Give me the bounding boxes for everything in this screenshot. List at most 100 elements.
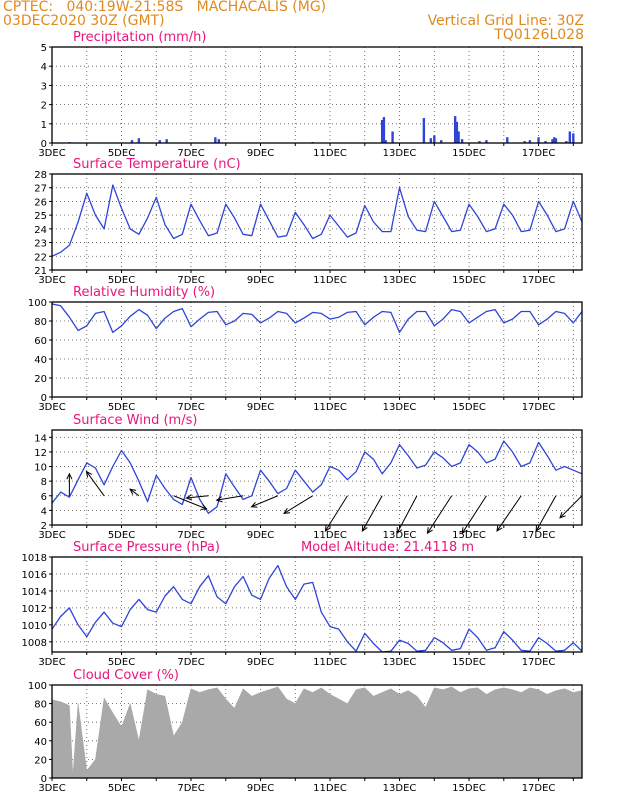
wind-arrow <box>559 495 583 519</box>
y-tick-label: 1010 <box>22 621 47 632</box>
precip-bar <box>478 141 481 143</box>
y-tick-label: 25 <box>34 211 47 222</box>
panel-frame <box>51 301 583 398</box>
wind-arrow <box>173 495 208 510</box>
x-tick-label: 15DEC <box>452 657 486 668</box>
precip-bar <box>528 140 532 143</box>
y-tick-label: 0 <box>41 139 47 150</box>
data-wind <box>52 440 582 514</box>
wind-arrow <box>185 494 209 501</box>
y-tick-label: 100 <box>28 298 47 309</box>
x-tick-label: 7DEC <box>177 148 204 159</box>
x-tick-label: 5DEC <box>108 657 135 668</box>
precip-bar <box>544 141 547 143</box>
x-tick-label: 11DEC <box>313 657 347 668</box>
panel-title: Precipitation (mm/h) <box>73 30 206 45</box>
x-tick-label: 17DEC <box>522 148 556 159</box>
x-tick-label: 7DEC <box>177 402 204 413</box>
data-cloud <box>52 686 582 778</box>
y-tick-label: 20 <box>34 755 47 766</box>
x-tick-label: 9DEC <box>247 657 274 668</box>
panel-temp: 21 22 23 24 25 26 27 28 3DEC 5DEC 7DEC 9DEC 11DEC 13D… <box>34 157 583 286</box>
x-tick-label: 9DEC <box>247 530 274 541</box>
precip-bar <box>552 137 556 143</box>
y-tick-label: 60 <box>34 336 47 347</box>
x-tick-label: 13DEC <box>383 530 417 541</box>
wind-arrow <box>215 495 244 503</box>
precip-bar <box>455 121 459 143</box>
precip-bar <box>382 117 386 143</box>
x-tick-label: 17DEC <box>522 402 556 413</box>
precip-bar <box>523 141 526 143</box>
wind-arrow <box>496 495 522 532</box>
x-tick-label: 15DEC <box>452 783 486 794</box>
header-grid-line: Vertical Grid Line: 30Z <box>427 13 584 29</box>
y-tick-label: 0 <box>41 393 47 404</box>
x-tick-label: 13DEC <box>383 275 417 286</box>
precip-bar <box>551 139 554 143</box>
y-tick-label: 1018 <box>22 553 47 564</box>
y-tick-label: 4 <box>41 506 47 517</box>
precip-bar <box>485 140 488 143</box>
panel-annotation: Model Altitude: 21.4118 m <box>301 540 474 555</box>
precip-bar <box>165 139 168 143</box>
x-tick-label: 9DEC <box>247 148 274 159</box>
header-model-id: TQ0126L028 <box>494 27 584 43</box>
precip-bar <box>217 139 221 143</box>
x-tick-label: 5DEC <box>108 783 135 794</box>
precip-bar <box>158 140 161 143</box>
x-tick-label: 17DEC <box>522 530 556 541</box>
wind-arrow <box>461 495 487 535</box>
panel-title: Cloud Cover (%) <box>73 668 179 683</box>
y-tick-label: 2 <box>41 521 47 532</box>
wind-arrow <box>396 495 418 535</box>
y-tick-label: 5 <box>41 43 47 54</box>
y-tick-label: 1016 <box>22 570 47 581</box>
panel-frame <box>51 429 583 526</box>
x-tick-label: 13DEC <box>383 402 417 413</box>
x-tick-label: 15DEC <box>452 530 486 541</box>
y-tick-label: 26 <box>34 197 47 208</box>
y-tick-label: 1 <box>41 120 47 131</box>
x-tick-label: 3DEC <box>38 148 65 159</box>
y-tick-label: 1012 <box>22 604 47 615</box>
rh-line <box>52 303 582 334</box>
precip-bar <box>137 138 141 143</box>
y-tick-label: 12 <box>34 448 47 459</box>
x-tick-label: 11DEC <box>313 275 347 286</box>
wind-arrow <box>426 495 453 535</box>
precip-bar <box>460 139 464 143</box>
precip-bar <box>380 119 384 143</box>
x-tick-label: 3DEC <box>38 275 65 286</box>
wind-arrow <box>324 495 348 532</box>
header-date: 03DEC2020 30Z (GMT) <box>3 13 165 29</box>
panel-pressure: 1008 1010 1012 1014 1016 1018 3DEC 5DEC 7DEC 9DEC… <box>22 540 583 668</box>
wind-arrow <box>361 495 383 532</box>
x-tick-label: 5DEC <box>108 402 135 413</box>
data-precip <box>68 116 575 143</box>
x-tick-label: 9DEC <box>247 402 274 413</box>
data-pressure <box>52 564 582 652</box>
x-tick-label: 7DEC <box>177 530 204 541</box>
y-tick-label: 60 <box>34 718 47 729</box>
x-tick-label: 7DEC <box>177 275 204 286</box>
data-rh <box>52 303 582 334</box>
panel-title: Relative Humidity (%) <box>73 285 215 300</box>
wind-arrow <box>535 495 557 532</box>
y-tick-label: 4 <box>41 62 47 73</box>
panel-wind: 2 4 6 8 10 12 14 3DEC 5DEC 7DEC 9DEC 11DEC 13DEC 15DE… <box>34 413 583 541</box>
y-tick-label: 0 <box>41 774 47 785</box>
panel-frame <box>51 684 583 779</box>
precip-bar <box>537 137 540 143</box>
y-tick-label: 1008 <box>22 638 47 649</box>
precip-bar <box>214 137 217 143</box>
y-tick-label: 22 <box>34 252 47 263</box>
x-tick-label: 9DEC <box>247 275 274 286</box>
pressure-line <box>52 564 582 652</box>
y-tick-label: 6 <box>41 492 47 503</box>
x-tick-label: 5DEC <box>108 530 135 541</box>
x-tick-label: 9DEC <box>247 783 274 794</box>
x-tick-label: 13DEC <box>383 148 417 159</box>
panel-frame <box>51 173 583 271</box>
